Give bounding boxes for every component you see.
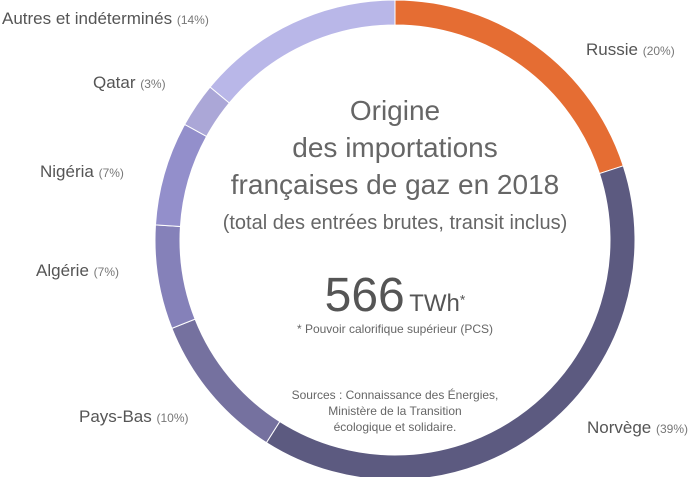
sources: Sources : Connaissance des Énergies, Min…	[195, 387, 595, 435]
source-line: écologique et solidaire.	[333, 420, 457, 434]
label-nigeria: Nigéria (7%)	[40, 162, 124, 181]
slice-algérie	[154, 224, 196, 329]
chart-title: Origine des importations françaises de g…	[195, 92, 595, 203]
total-note-mark: *	[459, 291, 466, 308]
label-autres: Autres et indéterminés (14%)	[2, 9, 209, 28]
label-algerie: Algérie (7%)	[36, 261, 119, 280]
total-value-block: 566 TWh*	[195, 268, 595, 323]
title-line: françaises de gaz en 2018	[230, 169, 560, 200]
total-value: 566	[324, 269, 405, 322]
title-line: des importations	[292, 132, 498, 163]
slice-autres	[209, 0, 396, 104]
source-line: Sources : Connaissance des Énergies,	[291, 388, 499, 402]
label-qatar: Qatar (3%)	[93, 73, 166, 92]
total-unit: TWh	[409, 290, 460, 317]
label-norvege: Norvège (39%)	[587, 418, 689, 437]
chart-subtitle: (total des entrées brutes, transit inclu…	[222, 212, 568, 234]
label-russie: Russie (20%)	[586, 40, 675, 59]
label-pays-bas: Pays-Bas (10%)	[79, 407, 189, 426]
footnote: * Pouvoir calorifique supérieur (PCS)	[296, 322, 494, 336]
source-line: Ministère de la Transition	[328, 404, 462, 418]
title-line: Origine	[349, 95, 441, 126]
